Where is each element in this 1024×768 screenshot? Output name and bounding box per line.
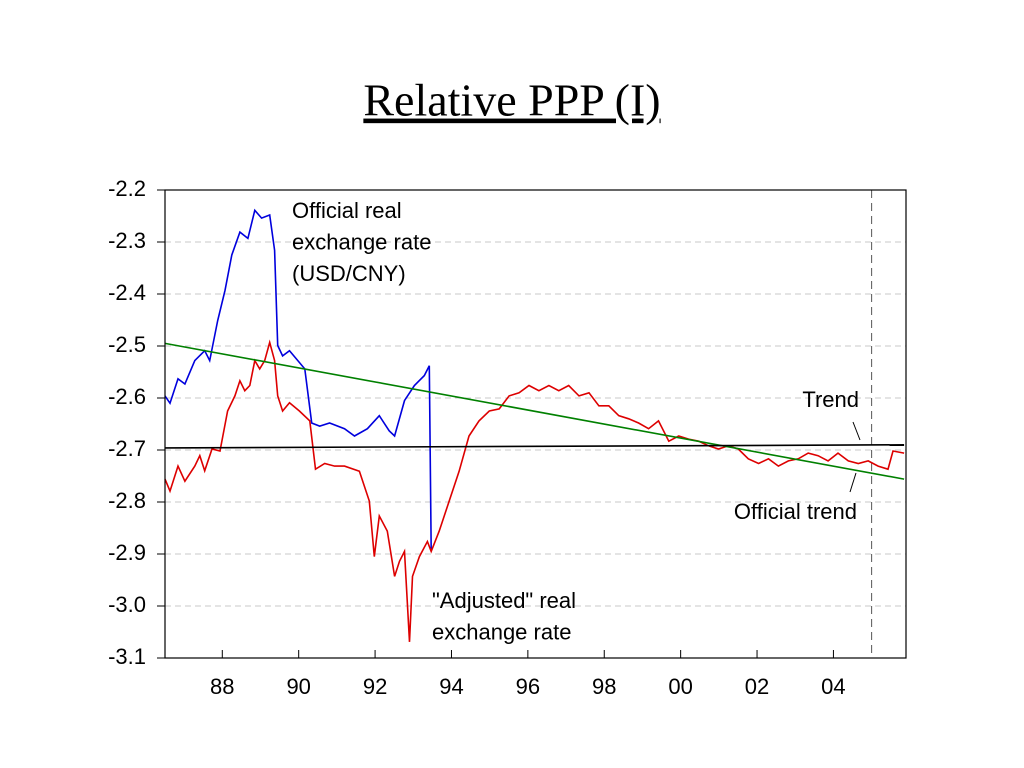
series-line <box>164 342 905 480</box>
x-tick-label: 00 <box>668 674 692 699</box>
annotation-pointer <box>852 421 861 441</box>
x-tick-label: 94 <box>439 674 463 699</box>
x-tick-label: 88 <box>210 674 234 699</box>
series-annotation: Trend <box>802 387 859 412</box>
plot-frame <box>164 189 907 659</box>
y-tick-label: -2.9 <box>108 540 146 565</box>
series-annotation: (USD/CNY) <box>292 261 406 286</box>
series-annotation: exchange rate <box>432 619 571 644</box>
y-tick-label: -3.0 <box>108 592 146 617</box>
x-tick-label: 04 <box>821 674 845 699</box>
x-tick-label: 96 <box>516 674 540 699</box>
y-tick-label: -2.2 <box>108 176 146 201</box>
series-line <box>164 208 432 552</box>
series-annotation: Official trend <box>734 499 857 524</box>
y-tick-label: -2.5 <box>108 332 146 357</box>
x-tick-label: 90 <box>286 674 310 699</box>
x-tick-label: 98 <box>592 674 616 699</box>
x-tick-label: 92 <box>363 674 387 699</box>
annotation-pointer <box>849 472 857 493</box>
y-tick-label: -2.6 <box>108 384 146 409</box>
series-annotation: exchange rate <box>292 229 431 254</box>
series-line <box>164 443 905 449</box>
series-line <box>164 339 905 642</box>
slide-title: Relative PPP (I) <box>363 75 660 126</box>
y-tick-label: -2.4 <box>108 280 146 305</box>
y-tick-label: -2.8 <box>108 488 146 513</box>
series-annotation: "Adjusted" real <box>432 588 576 613</box>
y-tick-label: -2.7 <box>108 436 146 461</box>
x-tick-label: 02 <box>745 674 769 699</box>
y-tick-label: -2.3 <box>108 228 146 253</box>
y-tick-label: -3.1 <box>108 644 146 669</box>
series-annotation: Official real <box>292 198 402 223</box>
